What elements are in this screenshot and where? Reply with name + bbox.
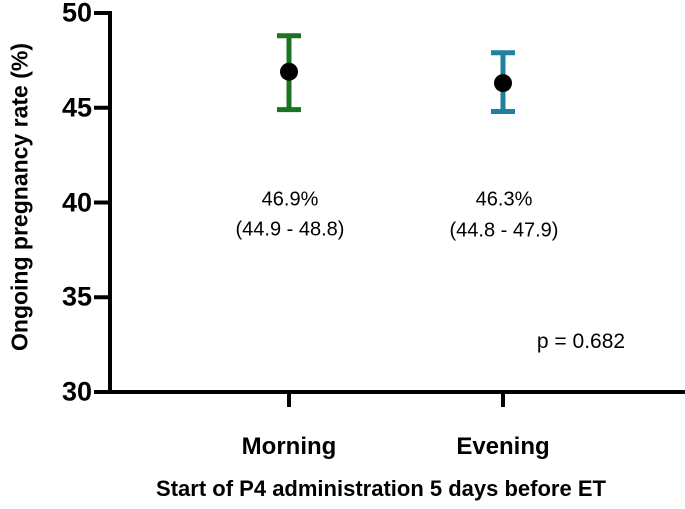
y-tick-label-50: 50: [61, 0, 92, 28]
y-tick-label-45: 45: [61, 92, 92, 123]
x-category-label-evening: Evening: [456, 433, 550, 460]
y-tick-label-40: 40: [61, 187, 92, 218]
annotation-evening-ci: (44.8 - 47.9): [449, 219, 559, 242]
y-axis-title: Ongoing pregnancy rate (%): [6, 43, 33, 351]
x-category-label-morning: Morning: [241, 433, 337, 460]
data-point-morning: [280, 62, 298, 81]
p-value-label: p = 0.682: [536, 330, 626, 353]
x-axis-title: Start of P4 administration 5 days before…: [156, 476, 606, 501]
y-tick-label-35: 35: [61, 281, 92, 312]
data-point-evening: [494, 74, 512, 93]
y-tick-label-30: 30: [61, 376, 92, 407]
annotation-evening-value: 46.3%: [475, 188, 533, 211]
annotation-morning-value: 46.9%: [261, 188, 319, 211]
error-bar-morning: [277, 33, 301, 113]
error-bar-evening: [491, 50, 515, 115]
annotation-morning-ci: (44.9 - 48.8): [235, 218, 345, 241]
